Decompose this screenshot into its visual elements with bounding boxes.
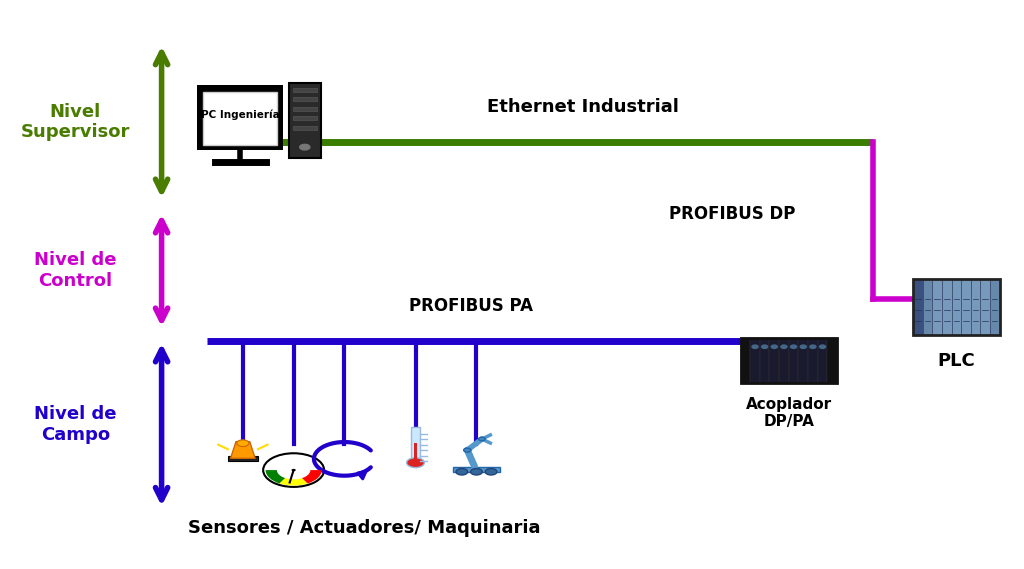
Bar xyxy=(198,85,284,150)
Bar xyxy=(293,97,317,101)
Bar xyxy=(971,279,980,335)
Circle shape xyxy=(771,345,777,348)
Circle shape xyxy=(810,345,816,348)
Circle shape xyxy=(485,468,497,475)
Bar xyxy=(788,338,799,382)
Bar xyxy=(779,338,788,382)
Bar xyxy=(227,456,258,460)
Bar xyxy=(799,338,808,382)
Circle shape xyxy=(478,437,485,441)
Bar xyxy=(453,467,500,472)
Text: PLC: PLC xyxy=(938,352,975,370)
Bar xyxy=(980,279,990,335)
Circle shape xyxy=(800,345,806,348)
Bar xyxy=(414,443,417,463)
Bar xyxy=(951,279,962,335)
Bar xyxy=(760,338,769,382)
Polygon shape xyxy=(230,442,255,458)
Bar xyxy=(913,279,999,335)
Bar xyxy=(962,279,971,335)
Text: Sensores / Actuadores/ Maquinaria: Sensores / Actuadores/ Maquinaria xyxy=(188,519,541,537)
Wedge shape xyxy=(294,470,322,484)
Bar xyxy=(293,107,317,111)
Circle shape xyxy=(407,457,425,468)
Circle shape xyxy=(263,453,325,487)
Bar xyxy=(293,116,317,120)
Bar xyxy=(293,88,317,92)
Circle shape xyxy=(752,345,758,348)
Text: PC Ingeniería: PC Ingeniería xyxy=(201,109,280,119)
Bar xyxy=(942,279,951,335)
Bar xyxy=(827,338,837,382)
Bar xyxy=(818,338,827,382)
Circle shape xyxy=(819,345,825,348)
Bar xyxy=(769,338,779,382)
Bar xyxy=(289,83,322,158)
Circle shape xyxy=(300,145,310,150)
Circle shape xyxy=(276,461,310,479)
Text: PROFIBUS PA: PROFIBUS PA xyxy=(410,298,534,315)
Bar xyxy=(203,92,278,145)
Text: Nivel
Supervisor: Nivel Supervisor xyxy=(20,102,130,141)
Circle shape xyxy=(464,448,471,452)
Bar xyxy=(808,338,818,382)
Bar xyxy=(913,279,923,335)
Wedge shape xyxy=(280,470,307,485)
Bar xyxy=(990,279,999,335)
Bar xyxy=(411,427,420,463)
Circle shape xyxy=(781,345,787,348)
Bar xyxy=(751,338,760,382)
Circle shape xyxy=(237,440,249,447)
Circle shape xyxy=(292,469,296,471)
Circle shape xyxy=(456,468,468,475)
Bar xyxy=(923,279,933,335)
Text: Ethernet Industrial: Ethernet Industrial xyxy=(487,98,679,116)
Bar xyxy=(740,338,751,382)
Text: Nivel de
Control: Nivel de Control xyxy=(34,251,117,290)
Bar xyxy=(933,279,942,335)
Text: Acoplador
DP/PA: Acoplador DP/PA xyxy=(745,397,831,429)
Bar xyxy=(293,126,317,130)
Text: PROFIBUS DP: PROFIBUS DP xyxy=(670,205,796,224)
Circle shape xyxy=(762,345,768,348)
Wedge shape xyxy=(265,470,294,484)
Circle shape xyxy=(791,345,797,348)
Text: Nivel de
Campo: Nivel de Campo xyxy=(34,405,117,444)
Bar xyxy=(740,338,837,382)
Circle shape xyxy=(471,468,482,475)
